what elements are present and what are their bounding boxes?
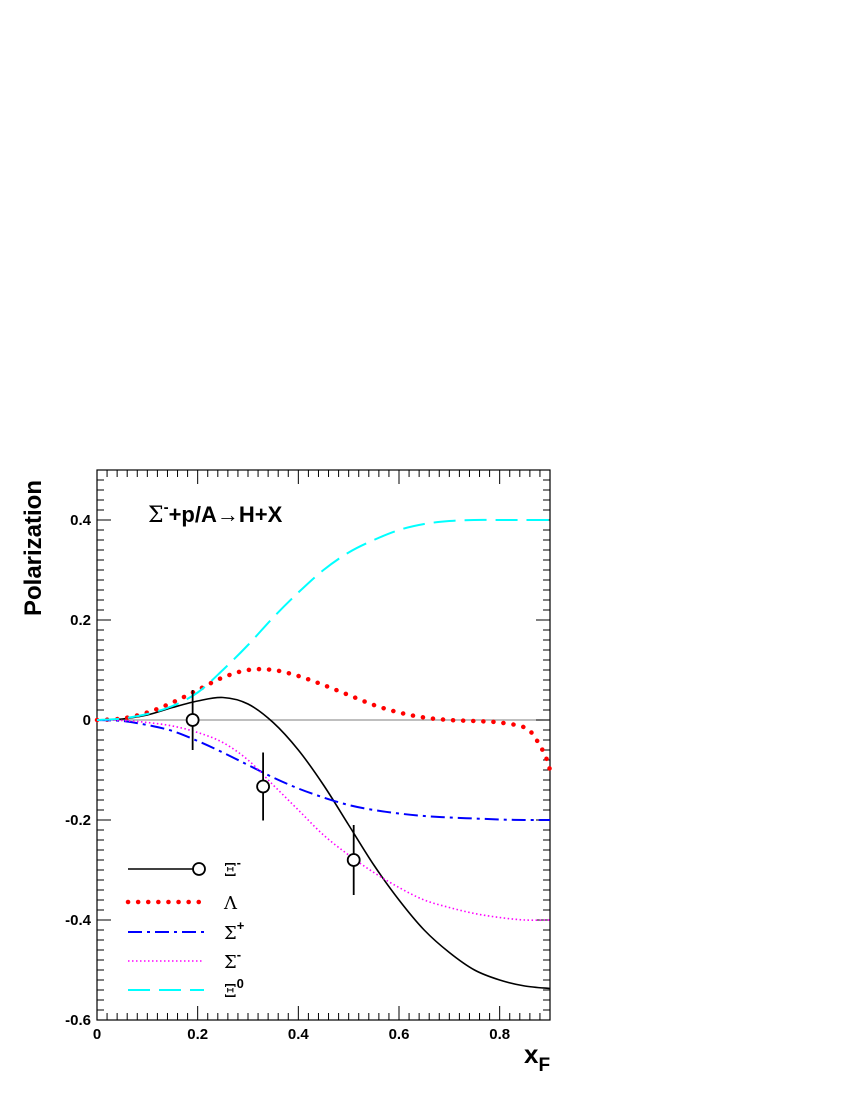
legend-label-sup: - bbox=[237, 947, 241, 962]
legend-label-sup: - bbox=[237, 855, 241, 870]
y-tick-label: 0.4 bbox=[70, 512, 92, 529]
annotation-sigma-sup: - bbox=[164, 499, 169, 516]
legend-label-xi-zero: Ξ0 bbox=[224, 976, 244, 1002]
x-tick-label: 0.6 bbox=[389, 1026, 410, 1043]
series-curves bbox=[94, 518, 553, 990]
plot-frame bbox=[96, 469, 551, 1021]
chart-annotation: Σ-+p/A→H+X bbox=[148, 499, 283, 528]
y-tick-label: -0.2 bbox=[65, 812, 91, 829]
series-line-sigma-plus bbox=[96, 719, 551, 822]
legend-label-sigma-minus: Σ- bbox=[224, 947, 241, 973]
y-tick-label: 0 bbox=[83, 712, 91, 729]
data-point-marker bbox=[256, 779, 271, 794]
x-tick-label: 0 bbox=[93, 1026, 101, 1043]
x-axis-title: xF bbox=[524, 1039, 550, 1076]
series-line-xi-minus bbox=[96, 696, 551, 990]
legend-label-lambda: Λ bbox=[223, 893, 238, 914]
annotation-reaction: +p/A→H+X bbox=[169, 502, 283, 527]
legend-label-sigma-plus: Σ+ bbox=[224, 918, 245, 944]
legend-label-xi-minus: Ξ- bbox=[224, 855, 241, 881]
legend-label-main: Ξ bbox=[224, 981, 237, 1002]
x-tick-label: 0.8 bbox=[489, 1026, 510, 1043]
legend-label-sup: + bbox=[237, 918, 245, 933]
x-tick-label: 0.4 bbox=[288, 1026, 310, 1043]
data-point-marker bbox=[346, 853, 361, 867]
axis-ticks: 0 0.2 0.4 0.6 0.8 -0.6 -0.4 -0.2 0 0.2 0.4 bbox=[65, 469, 551, 1043]
annotation-sigma: Σ bbox=[148, 503, 164, 528]
x-tick-label: 0.2 bbox=[187, 1026, 208, 1043]
legend-label-main: Λ bbox=[223, 893, 238, 914]
y-axis-title: Polarization bbox=[20, 480, 47, 616]
plot-border bbox=[96, 469, 551, 1021]
legend-label-main: Σ bbox=[224, 952, 237, 973]
legend-marker bbox=[192, 862, 206, 876]
legend-label-main: Ξ bbox=[224, 860, 237, 881]
x-axis-title-sub: F bbox=[538, 1055, 550, 1076]
series-line-sigma-minus bbox=[96, 719, 551, 921]
legend-label-main: Σ bbox=[224, 923, 237, 944]
legend: Ξ-ΛΣ+Σ-Ξ0 bbox=[125, 855, 245, 1002]
data-points bbox=[185, 690, 361, 895]
y-tick-label: -0.4 bbox=[65, 912, 92, 929]
series-line-xi-zero bbox=[96, 518, 550, 721]
y-tick-label: 0.2 bbox=[70, 612, 91, 629]
x-axis-title-main: x bbox=[524, 1039, 539, 1069]
data-point-marker bbox=[185, 713, 200, 727]
y-tick-label: -0.6 bbox=[65, 1012, 91, 1029]
legend-label-sup: 0 bbox=[237, 976, 244, 991]
